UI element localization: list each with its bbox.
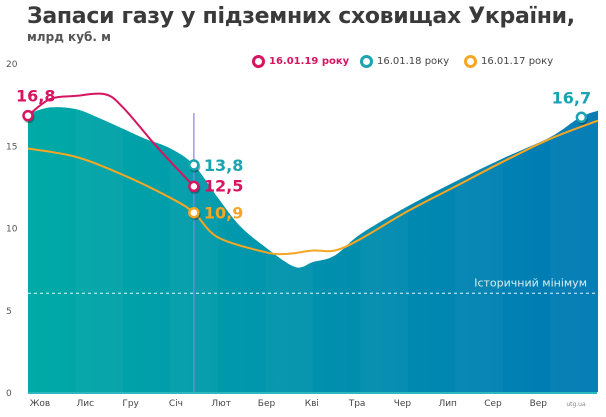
chart-subtitle: млрд куб. м: [27, 30, 111, 44]
x-tick-label: Кві: [305, 399, 319, 409]
x-tick-label: Чер: [394, 399, 412, 409]
area-storage-2018: [28, 107, 598, 392]
x-tick-label: Сер: [484, 399, 502, 409]
source-label: utg.ua: [566, 401, 586, 408]
x-tick-label: Бер: [258, 399, 276, 409]
data-point-marker: [188, 206, 200, 219]
legend-label: 16.01.17 року: [481, 56, 554, 67]
month-band: [361, 63, 409, 392]
y-tick-label: 10: [6, 225, 18, 235]
x-tick-label: Лис: [77, 399, 95, 409]
series-line-1: [27, 92, 195, 188]
x-tick-label: Січ: [169, 399, 183, 409]
legend-item-2019: 16.01.19 року: [252, 55, 349, 68]
x-tick-label: Гру: [122, 399, 139, 409]
data-label: 16,8: [16, 87, 55, 106]
y-tick-label: 5: [6, 307, 12, 317]
legend-marker-icon: [464, 55, 477, 68]
data-point-marker: [575, 111, 588, 124]
legend-item-2017: 16.01.17 року: [464, 55, 553, 68]
data-label: 16,7: [552, 88, 591, 107]
series-line-2: [27, 119, 599, 256]
data-point-marker: [188, 159, 200, 171]
month-band: [266, 63, 314, 392]
legend-label: 16.01.18 року: [377, 56, 450, 67]
data-label: 10,9: [204, 204, 243, 223]
legend-marker-icon: [252, 55, 265, 68]
y-tick-label: 20: [6, 60, 18, 70]
data-label: 12,5: [204, 176, 243, 195]
data-point-marker: [188, 180, 200, 193]
data-point-marker: [22, 109, 34, 122]
legend-marker-icon: [360, 55, 373, 68]
x-tick-label: Тра: [348, 399, 366, 409]
y-tick-label: 15: [6, 142, 17, 152]
x-tick-label: Лют: [211, 399, 231, 409]
x-tick-label: Вер: [530, 399, 548, 409]
historic-minimum-label: Історичний мінімум: [474, 276, 587, 289]
chart-title: Запаси газу у підземних сховищах України…: [27, 4, 575, 29]
month-band: [76, 63, 124, 392]
x-tick-label: Жов: [30, 399, 51, 409]
month-band: [551, 63, 599, 392]
x-tick-label: Лип: [438, 399, 457, 409]
month-band: [456, 63, 504, 392]
y-tick-label: 0: [6, 389, 12, 399]
legend-item-2018: 16.01.18 року: [360, 55, 449, 68]
data-label: 13,8: [204, 156, 243, 175]
legend-label: 16.01.19 року: [269, 56, 350, 67]
